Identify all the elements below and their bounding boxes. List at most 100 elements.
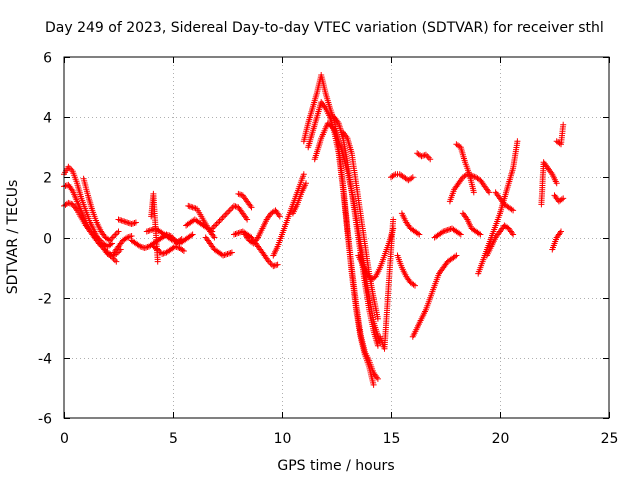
data-point (457, 231, 464, 238)
data-point (114, 230, 120, 236)
grid-lines (64, 57, 609, 418)
data-point (188, 232, 195, 239)
data-point (223, 210, 230, 217)
series-arc-31 (414, 150, 434, 163)
data-point (180, 248, 187, 254)
series-arc-26 (377, 216, 397, 352)
data-point (115, 228, 122, 235)
axis-ticks: 0 5 10 15 20 25 -6 -4 -2 0 2 4 6 (38, 51, 618, 448)
series-arc-06 (111, 233, 135, 256)
series-arc-24 (340, 129, 381, 322)
data-point (558, 228, 564, 235)
data-point (222, 211, 229, 218)
data-point (416, 231, 423, 238)
series-arc-19 (289, 180, 309, 217)
data-point (422, 151, 429, 158)
data-point (560, 121, 567, 128)
series-arc-04 (80, 175, 122, 244)
series-arc-16 (241, 207, 283, 247)
x-tick-label: 15 (383, 431, 401, 447)
data-point (274, 261, 281, 268)
series-arc-17 (235, 190, 255, 211)
series-arc-40 (549, 228, 564, 253)
x-tick-label: 0 (60, 431, 69, 447)
y-tick-label: 4 (43, 111, 52, 127)
data-point (177, 237, 184, 243)
series-arc-42 (553, 121, 567, 148)
data-point (244, 216, 251, 223)
series-arc-34 (453, 141, 477, 196)
data-point (390, 216, 397, 223)
series-arc-21 (305, 99, 377, 388)
y-tick-label: 2 (43, 171, 52, 187)
data-point (113, 258, 120, 265)
data-point (211, 234, 218, 241)
series-arc-37 (483, 222, 517, 259)
data-point (370, 381, 377, 388)
data-point (427, 156, 434, 163)
series-arc-38 (492, 189, 517, 214)
series-arc-41 (551, 192, 567, 205)
series-arc-39 (538, 159, 560, 208)
data-point (276, 213, 283, 220)
y-tick-label: -2 (38, 292, 52, 308)
series-arc-03 (61, 199, 115, 250)
series-arc-27 (388, 171, 416, 184)
data-point (225, 208, 232, 215)
y-tick-label: -4 (38, 352, 52, 368)
data-point (409, 174, 416, 181)
data-point (374, 342, 381, 349)
series-arc-10 (148, 190, 161, 265)
data-point (553, 180, 560, 187)
series-arc-09 (150, 243, 187, 257)
series-arc-36 (475, 138, 521, 277)
data-point (226, 207, 233, 214)
y-axis-label: SDTVAR / TECUs (5, 180, 21, 295)
data-point (510, 207, 517, 214)
series-arc-30 (409, 252, 460, 340)
y-tick-label: 6 (43, 51, 52, 67)
data-point (374, 375, 381, 382)
series-arc-20 (300, 72, 381, 382)
data-point (300, 171, 307, 178)
y-tick-label: -6 (38, 412, 52, 428)
data-point (248, 204, 255, 211)
series-arc-18 (270, 171, 307, 259)
series-arc-23 (331, 114, 381, 349)
data-point (414, 230, 421, 237)
series-arc-13 (202, 234, 235, 259)
data-point (558, 196, 565, 203)
data-point (111, 257, 118, 264)
series-arc-05 (115, 216, 139, 227)
data-point (470, 189, 477, 196)
data-point (215, 219, 222, 226)
data-point (213, 221, 220, 227)
x-tick-label: 25 (601, 431, 619, 447)
series-arc-01 (61, 163, 120, 265)
x-tick-label: 20 (492, 431, 510, 447)
data-point (108, 236, 115, 242)
data-point (178, 236, 185, 242)
data-point (216, 218, 223, 224)
plot-frame (63, 56, 610, 419)
data-points (61, 72, 567, 388)
data-point (112, 231, 119, 238)
data-point (453, 252, 460, 259)
data-point (220, 213, 227, 220)
series-arc-29 (398, 210, 423, 238)
data-point (212, 222, 219, 229)
data-point (514, 138, 521, 145)
data-point (303, 180, 309, 187)
data-point (154, 258, 161, 265)
data-point (228, 249, 235, 256)
data-point (560, 195, 567, 202)
data-point (424, 153, 431, 160)
series-arc-32 (431, 225, 464, 241)
y-tick-label: 0 (43, 232, 52, 248)
data-point (477, 231, 484, 238)
chart-title: Day 249 of 2023, Sidereal Day-to-day VTE… (45, 20, 604, 36)
series-arc-12 (185, 202, 218, 241)
series-arc-14 (209, 202, 251, 232)
data-point (374, 315, 381, 322)
